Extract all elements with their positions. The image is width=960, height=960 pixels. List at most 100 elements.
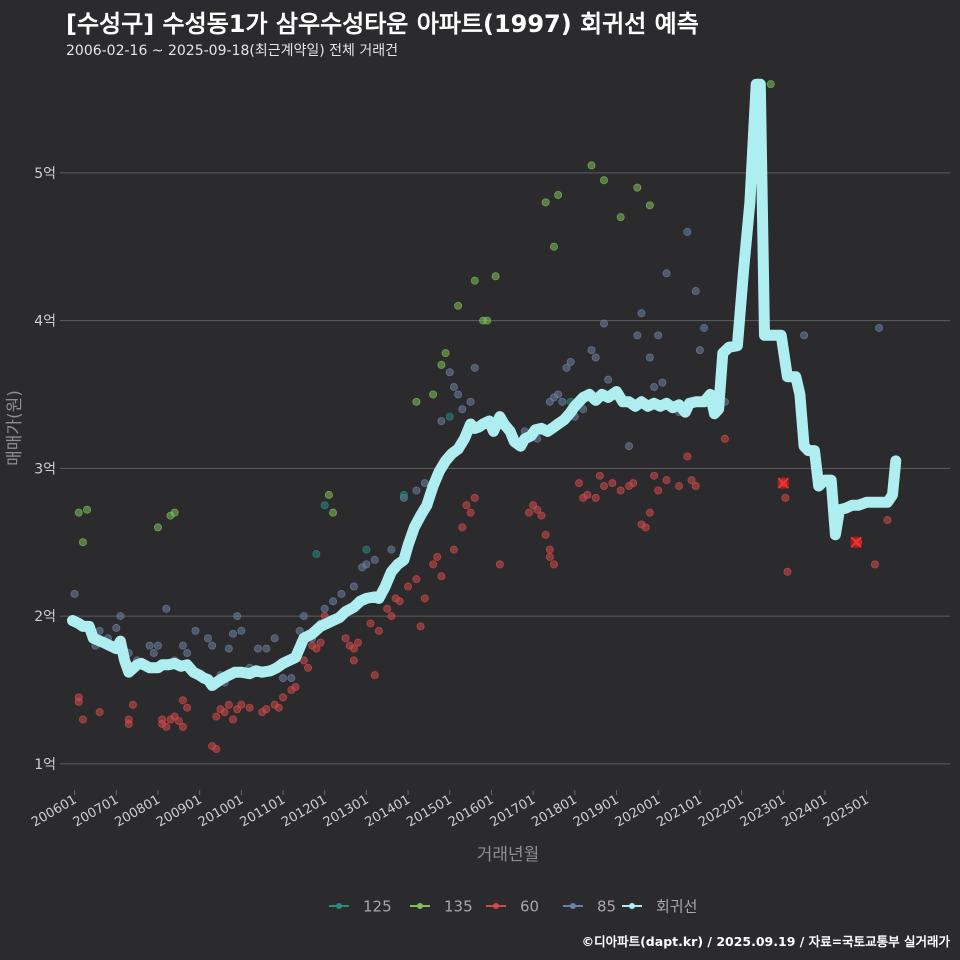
x-tick-label: 202001 xyxy=(613,792,663,830)
x-tick-label: 202401 xyxy=(779,792,829,830)
data-point xyxy=(583,490,592,499)
data-point xyxy=(287,674,296,683)
data-point xyxy=(178,696,187,705)
data-point xyxy=(295,626,304,635)
data-point xyxy=(237,626,246,635)
data-point xyxy=(800,331,809,340)
data-point xyxy=(183,703,192,712)
scatter-points xyxy=(70,80,892,754)
data-point xyxy=(220,708,229,717)
data-point xyxy=(212,745,221,754)
x-tick-label: 201201 xyxy=(279,792,329,830)
data-point xyxy=(781,493,790,502)
legend-item-125: 125 xyxy=(329,898,392,916)
data-point xyxy=(470,493,479,502)
data-point xyxy=(466,508,475,517)
legend-label: 85 xyxy=(597,898,616,916)
x-tick-label: 201501 xyxy=(404,792,454,830)
data-point xyxy=(279,693,288,702)
data-point xyxy=(78,538,87,547)
data-point xyxy=(491,272,500,281)
data-point xyxy=(153,641,162,650)
data-point xyxy=(262,705,271,714)
regression-line xyxy=(67,78,902,691)
x-tick-label: 202501 xyxy=(821,792,871,830)
legend-item-회귀선: 회귀선 xyxy=(622,898,697,916)
y-tick-label: 4억 xyxy=(34,314,56,330)
legend-swatch xyxy=(336,903,342,909)
data-point xyxy=(178,722,187,731)
data-point xyxy=(162,722,171,731)
legend-swatch xyxy=(417,903,423,909)
data-point xyxy=(600,319,609,328)
data-point xyxy=(370,555,379,564)
data-point xyxy=(608,479,617,488)
data-point xyxy=(766,80,775,89)
data-point xyxy=(245,703,254,712)
x-tick-label: 202101 xyxy=(654,792,704,830)
data-point xyxy=(633,331,642,340)
data-point xyxy=(549,242,558,251)
data-point xyxy=(645,508,654,517)
data-point xyxy=(591,493,600,502)
data-point xyxy=(641,523,650,532)
data-point xyxy=(445,368,454,377)
data-point xyxy=(541,530,550,539)
legend-label: 135 xyxy=(444,898,473,916)
data-point xyxy=(662,476,671,485)
series-135 xyxy=(74,80,775,547)
data-point xyxy=(270,634,279,643)
data-point xyxy=(412,486,421,495)
data-point xyxy=(637,309,646,318)
data-point xyxy=(537,511,546,520)
data-point xyxy=(279,674,288,683)
data-point xyxy=(562,363,571,372)
chart-subtitle: 2006-02-16 ~ 2025-09-18(최근계약일) 전체 거래건 xyxy=(66,43,398,59)
legend-label: 회귀선 xyxy=(656,898,697,916)
data-point xyxy=(625,442,634,451)
data-point xyxy=(437,360,446,369)
x-axis-title: 거래년월 xyxy=(477,845,540,865)
data-point xyxy=(78,715,87,724)
data-point xyxy=(600,482,609,491)
data-point xyxy=(429,390,438,399)
data-point xyxy=(483,316,492,325)
data-point xyxy=(128,700,137,709)
data-point xyxy=(650,471,659,480)
data-point xyxy=(495,560,504,569)
data-point xyxy=(274,703,283,712)
data-point xyxy=(420,479,429,488)
data-point xyxy=(691,482,700,491)
data-point xyxy=(549,560,558,569)
data-point xyxy=(429,560,438,569)
data-point xyxy=(212,712,221,721)
x-tick-label: 201301 xyxy=(321,792,371,830)
data-point xyxy=(337,589,346,598)
data-point xyxy=(349,656,358,665)
data-point xyxy=(228,629,237,638)
data-point xyxy=(354,638,363,647)
x-tick-label: 200901 xyxy=(154,792,204,830)
data-point xyxy=(458,523,467,532)
data-point xyxy=(224,644,233,653)
data-point xyxy=(162,604,171,613)
data-point xyxy=(370,671,379,680)
data-point xyxy=(687,476,696,485)
data-point xyxy=(554,190,563,199)
x-tick-label: 202301 xyxy=(738,792,788,830)
data-point xyxy=(74,508,83,517)
data-point xyxy=(545,552,554,561)
data-point xyxy=(458,405,467,414)
data-point xyxy=(454,390,463,399)
highlight-marker xyxy=(850,536,863,549)
data-point xyxy=(362,545,371,554)
data-point xyxy=(650,383,659,392)
data-point xyxy=(633,183,642,192)
x-tick-label: 201101 xyxy=(238,792,288,830)
data-point xyxy=(533,505,542,514)
data-point xyxy=(545,545,554,554)
data-point xyxy=(870,560,879,569)
data-point xyxy=(112,623,121,632)
data-point xyxy=(224,700,233,709)
data-point xyxy=(304,663,313,672)
